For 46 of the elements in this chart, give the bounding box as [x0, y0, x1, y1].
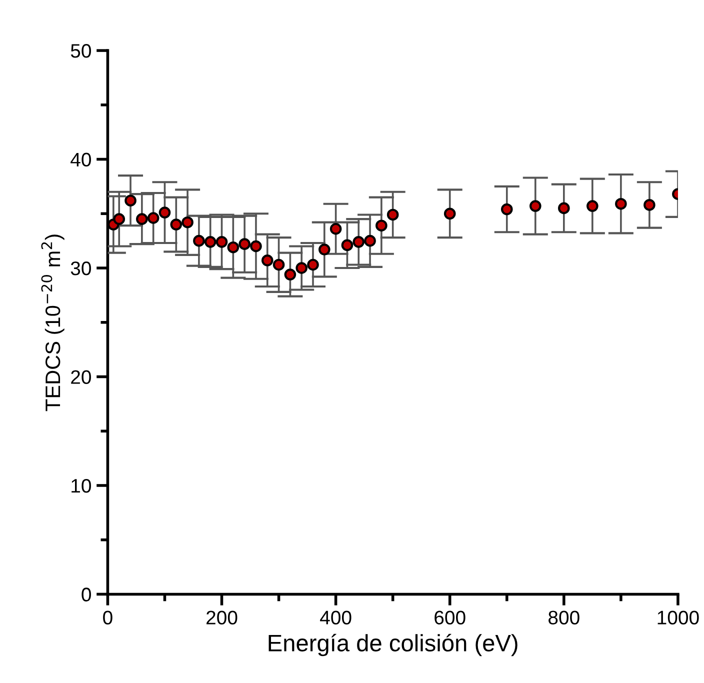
- point: [364, 234, 376, 247]
- point: [386, 208, 399, 221]
- point: [136, 213, 148, 225]
- point: [238, 238, 250, 250]
- y-tick-label: 10: [72, 478, 91, 493]
- point: [227, 241, 240, 254]
- point: [147, 212, 160, 224]
- x-tick-label: 600: [434, 610, 466, 624]
- point: [341, 239, 354, 252]
- point: [444, 208, 456, 220]
- point: [352, 236, 365, 248]
- point: [296, 262, 308, 274]
- x-tick-label: 800: [548, 610, 580, 624]
- y-tick-label: 40: [70, 152, 91, 167]
- point: [318, 244, 330, 256]
- point: [250, 240, 262, 252]
- point: [500, 203, 513, 216]
- x-tick-label: 0: [103, 610, 112, 624]
- y-tick-label: 0: [82, 588, 91, 602]
- point: [124, 194, 136, 206]
- x-axis-title: Energía de colisión (eV): [268, 634, 518, 656]
- x-tick-label: 1000: [658, 610, 699, 624]
- x-tick-label: 400: [320, 610, 352, 624]
- point: [284, 268, 296, 280]
- point: [615, 198, 627, 210]
- point: [330, 222, 342, 235]
- point: [529, 200, 542, 212]
- y-tick-label: 20: [71, 370, 91, 384]
- point: [204, 236, 216, 248]
- point: [307, 258, 319, 271]
- point: [586, 200, 598, 212]
- point: [170, 218, 182, 230]
- point: [113, 213, 126, 225]
- point: [644, 199, 656, 211]
- y-tick-label: 50: [70, 44, 91, 58]
- point: [216, 236, 228, 248]
- point: [261, 254, 274, 266]
- point: [558, 202, 570, 214]
- point: [376, 220, 388, 232]
- point: [272, 258, 285, 271]
- x-tick-label: 200: [206, 610, 238, 624]
- point: [193, 234, 205, 247]
- point: [158, 206, 171, 218]
- y-axis-title: TEDCS (10$^{−20}$ m$^{2}$): [41, 234, 64, 412]
- y-tick-label: 30: [70, 261, 91, 276]
- point: [182, 216, 194, 228]
